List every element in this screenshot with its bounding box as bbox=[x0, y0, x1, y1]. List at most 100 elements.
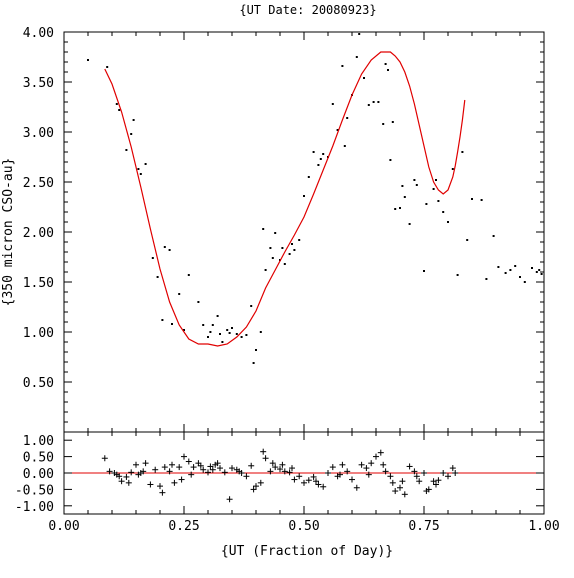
residual-point bbox=[226, 496, 233, 503]
data-point bbox=[466, 239, 469, 241]
data-point bbox=[403, 196, 406, 198]
data-point bbox=[343, 145, 346, 147]
data-point bbox=[161, 319, 164, 321]
residual-point bbox=[209, 466, 216, 473]
data-point bbox=[216, 315, 219, 317]
data-point bbox=[389, 159, 392, 161]
data-point bbox=[303, 195, 305, 197]
y-tick-label: 2.00 bbox=[23, 226, 54, 241]
y-tick-label: 0.50 bbox=[23, 376, 54, 391]
residual-point bbox=[161, 464, 168, 471]
residual-point bbox=[421, 470, 427, 476]
residual-point bbox=[389, 479, 396, 486]
residual-point bbox=[185, 458, 192, 465]
data-point bbox=[183, 329, 185, 331]
residual-point bbox=[116, 473, 123, 480]
data-point bbox=[413, 179, 416, 181]
residual-point bbox=[425, 486, 432, 493]
residual-y-tick-label: -0.50 bbox=[15, 483, 54, 498]
residual-point bbox=[325, 470, 331, 476]
data-point bbox=[106, 66, 109, 68]
residual-point bbox=[248, 462, 255, 469]
x-tick-label: 1.00 bbox=[528, 519, 559, 534]
data-point bbox=[178, 293, 181, 295]
residual-point bbox=[221, 469, 228, 476]
data-point bbox=[509, 269, 512, 271]
data-point bbox=[274, 232, 277, 234]
data-point bbox=[336, 129, 339, 131]
residual-point bbox=[433, 481, 439, 488]
residual-point bbox=[377, 449, 384, 456]
data-point bbox=[312, 151, 315, 153]
residual-point bbox=[445, 473, 451, 480]
data-point bbox=[531, 267, 533, 269]
data-point bbox=[231, 327, 233, 329]
data-point bbox=[207, 336, 209, 338]
data-point bbox=[87, 59, 89, 61]
residual-point bbox=[253, 483, 259, 490]
data-point bbox=[442, 211, 445, 213]
residual-point bbox=[142, 460, 149, 467]
residual-point bbox=[101, 455, 108, 462]
residual-point bbox=[358, 461, 365, 468]
data-point bbox=[514, 265, 517, 267]
residual-point bbox=[118, 478, 125, 485]
data-point bbox=[367, 104, 370, 106]
x-tick-label: 0.25 bbox=[168, 519, 199, 534]
x-tick-label: 0.50 bbox=[288, 519, 319, 534]
data-point bbox=[377, 101, 380, 103]
data-point bbox=[235, 333, 238, 335]
residual-point bbox=[363, 465, 370, 472]
data-point bbox=[394, 208, 397, 210]
residual-point bbox=[329, 464, 336, 471]
residual-point bbox=[449, 465, 456, 472]
data-point bbox=[245, 334, 248, 336]
data-point bbox=[293, 249, 296, 251]
data-point bbox=[281, 247, 284, 249]
residual-point bbox=[411, 468, 418, 475]
data-point bbox=[437, 200, 440, 202]
data-point bbox=[271, 257, 274, 259]
data-point bbox=[163, 246, 166, 248]
data-point bbox=[341, 65, 344, 67]
residual-point bbox=[279, 461, 286, 468]
residual-point bbox=[291, 476, 298, 483]
residual-point bbox=[305, 477, 312, 484]
data-point bbox=[523, 281, 526, 283]
data-point bbox=[221, 341, 224, 343]
data-point bbox=[504, 272, 507, 274]
residual-point bbox=[277, 466, 283, 473]
fit-curve bbox=[104, 51, 466, 347]
residual-point bbox=[301, 479, 307, 486]
residual-point bbox=[176, 464, 183, 471]
residual-point bbox=[125, 479, 132, 486]
residual-point bbox=[313, 478, 319, 485]
y-tick-label: 1.00 bbox=[23, 326, 54, 341]
residual-point bbox=[440, 470, 447, 476]
data-point bbox=[291, 243, 293, 245]
data-point bbox=[255, 349, 257, 351]
residual-point bbox=[387, 473, 394, 480]
data-point bbox=[115, 103, 118, 105]
y-tick-label: 1.50 bbox=[23, 276, 54, 291]
x-tick-label: 0.75 bbox=[408, 519, 439, 534]
residual-point bbox=[392, 488, 399, 495]
residual-point bbox=[349, 476, 355, 483]
data-point bbox=[497, 266, 500, 268]
data-point bbox=[408, 223, 411, 225]
x-tick-label: 0.00 bbox=[48, 519, 79, 534]
residual-point bbox=[296, 473, 303, 480]
residual-point bbox=[257, 479, 264, 486]
x-axis-label: {UT (Fraction of Day)} bbox=[221, 544, 393, 559]
data-point bbox=[423, 270, 425, 272]
data-point bbox=[269, 247, 272, 249]
data-point bbox=[538, 269, 541, 271]
residual-point bbox=[205, 469, 211, 476]
data-point bbox=[137, 168, 140, 170]
residual-point bbox=[197, 462, 204, 469]
data-point bbox=[240, 336, 243, 338]
data-point bbox=[346, 117, 349, 119]
data-point bbox=[118, 109, 121, 111]
